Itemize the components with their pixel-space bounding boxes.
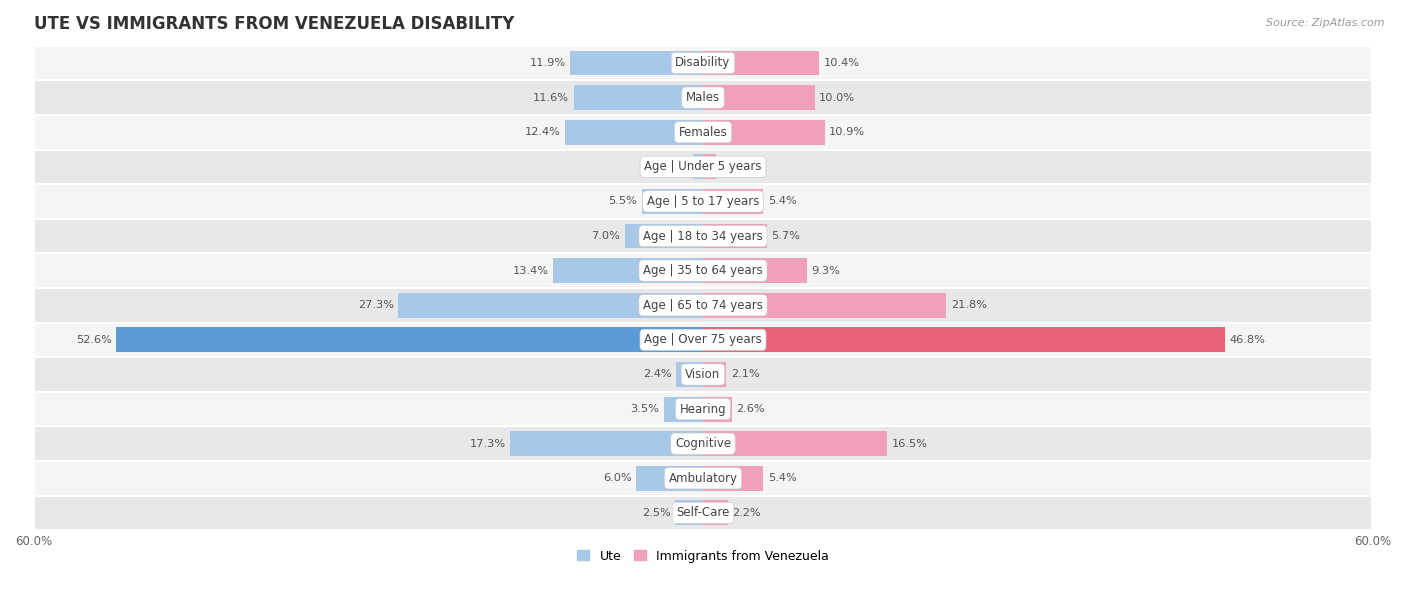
Text: Self-Care: Self-Care xyxy=(676,507,730,520)
Bar xyxy=(34,357,1372,392)
Bar xyxy=(34,461,1372,496)
Text: Males: Males xyxy=(686,91,720,104)
Bar xyxy=(34,80,1372,115)
Bar xyxy=(34,46,1372,80)
Bar xyxy=(675,501,703,525)
Bar xyxy=(554,258,703,283)
Text: 7.0%: 7.0% xyxy=(592,231,620,241)
Bar xyxy=(703,293,946,318)
Bar xyxy=(703,85,814,110)
Bar xyxy=(676,362,703,387)
Text: 12.4%: 12.4% xyxy=(524,127,560,137)
Bar xyxy=(703,154,717,179)
Text: 6.0%: 6.0% xyxy=(603,473,631,483)
Bar xyxy=(117,327,703,353)
Text: 5.4%: 5.4% xyxy=(768,196,796,206)
Bar xyxy=(703,362,727,387)
Bar xyxy=(703,397,733,422)
Text: 21.8%: 21.8% xyxy=(950,300,987,310)
Bar xyxy=(664,397,703,422)
Bar xyxy=(574,85,703,110)
Bar xyxy=(510,431,703,456)
Bar xyxy=(571,51,703,75)
Text: 2.6%: 2.6% xyxy=(737,404,765,414)
Text: Disability: Disability xyxy=(675,56,731,70)
Text: 2.2%: 2.2% xyxy=(733,508,761,518)
Bar xyxy=(703,501,727,525)
Text: 3.5%: 3.5% xyxy=(631,404,659,414)
Text: 9.3%: 9.3% xyxy=(811,266,841,275)
Text: Age | 65 to 74 years: Age | 65 to 74 years xyxy=(643,299,763,312)
Bar xyxy=(703,120,824,144)
Text: 10.4%: 10.4% xyxy=(824,58,859,68)
Text: 2.1%: 2.1% xyxy=(731,370,759,379)
Text: 1.2%: 1.2% xyxy=(721,162,749,172)
Bar xyxy=(565,120,703,144)
Text: 5.7%: 5.7% xyxy=(770,231,800,241)
Text: Females: Females xyxy=(679,125,727,139)
Bar xyxy=(398,293,703,318)
Bar xyxy=(34,115,1372,149)
Text: 52.6%: 52.6% xyxy=(76,335,111,345)
Text: Hearing: Hearing xyxy=(679,403,727,416)
Bar xyxy=(703,223,766,248)
Bar xyxy=(703,327,1225,353)
Text: Age | Over 75 years: Age | Over 75 years xyxy=(644,334,762,346)
Text: UTE VS IMMIGRANTS FROM VENEZUELA DISABILITY: UTE VS IMMIGRANTS FROM VENEZUELA DISABIL… xyxy=(34,15,515,33)
Text: Source: ZipAtlas.com: Source: ZipAtlas.com xyxy=(1267,18,1385,28)
Text: 10.0%: 10.0% xyxy=(820,92,855,103)
Text: 10.9%: 10.9% xyxy=(830,127,865,137)
Bar xyxy=(703,51,820,75)
Bar xyxy=(34,427,1372,461)
Bar xyxy=(34,392,1372,427)
Bar xyxy=(636,466,703,491)
Bar xyxy=(34,253,1372,288)
Text: 27.3%: 27.3% xyxy=(359,300,394,310)
Bar xyxy=(34,496,1372,530)
Text: 5.4%: 5.4% xyxy=(768,473,796,483)
Text: Age | 35 to 64 years: Age | 35 to 64 years xyxy=(643,264,763,277)
Bar xyxy=(34,218,1372,253)
Text: 16.5%: 16.5% xyxy=(891,439,928,449)
Bar xyxy=(34,323,1372,357)
Text: 13.4%: 13.4% xyxy=(513,266,548,275)
Bar xyxy=(34,288,1372,323)
Text: Cognitive: Cognitive xyxy=(675,437,731,450)
Text: 5.5%: 5.5% xyxy=(609,196,637,206)
Text: 11.9%: 11.9% xyxy=(530,58,565,68)
Text: Age | 5 to 17 years: Age | 5 to 17 years xyxy=(647,195,759,208)
Bar xyxy=(34,149,1372,184)
Bar xyxy=(693,154,703,179)
Text: 0.86%: 0.86% xyxy=(652,162,689,172)
Bar xyxy=(624,223,703,248)
Text: 2.5%: 2.5% xyxy=(643,508,671,518)
Text: 11.6%: 11.6% xyxy=(533,92,569,103)
Text: 46.8%: 46.8% xyxy=(1230,335,1265,345)
Bar xyxy=(641,189,703,214)
Text: Ambulatory: Ambulatory xyxy=(668,472,738,485)
Text: Age | 18 to 34 years: Age | 18 to 34 years xyxy=(643,230,763,242)
Bar xyxy=(34,184,1372,218)
Bar xyxy=(703,431,887,456)
Text: 2.4%: 2.4% xyxy=(643,370,672,379)
Text: Age | Under 5 years: Age | Under 5 years xyxy=(644,160,762,173)
Bar xyxy=(703,466,763,491)
Bar xyxy=(703,258,807,283)
Bar xyxy=(703,189,763,214)
Text: Vision: Vision xyxy=(685,368,721,381)
Legend: Ute, Immigrants from Venezuela: Ute, Immigrants from Venezuela xyxy=(572,545,834,567)
Text: 17.3%: 17.3% xyxy=(470,439,506,449)
